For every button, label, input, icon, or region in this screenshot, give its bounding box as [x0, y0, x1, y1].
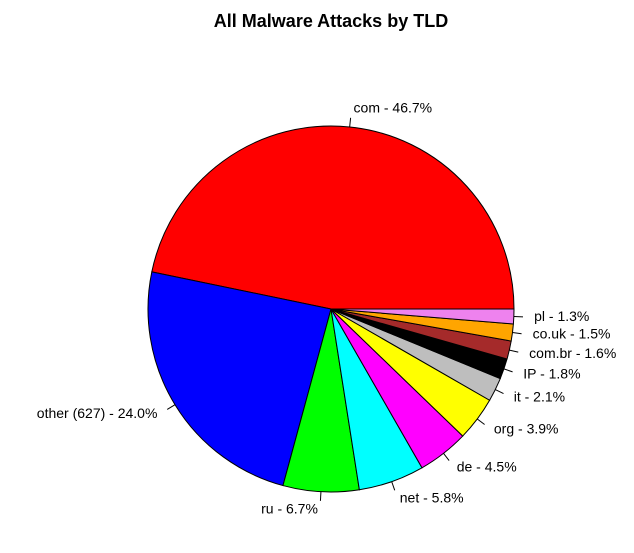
label-tick: [476, 418, 485, 425]
label-tick: [495, 389, 504, 395]
label-tick: [166, 404, 176, 410]
label-tick: [509, 349, 519, 353]
pie-slice: [147, 271, 332, 487]
label-tick: [512, 332, 522, 335]
slice-label: net - 5.8%: [400, 490, 464, 506]
label-tick: [503, 368, 513, 373]
label-tick: [349, 117, 352, 128]
slice-label: co.uk - 1.5%: [533, 326, 611, 342]
slice-label: com - 46.7%: [354, 99, 433, 115]
slice-label: IP - 1.8%: [523, 366, 580, 382]
label-tick: [391, 481, 396, 491]
label-tick: [319, 491, 322, 501]
slice-label: ru - 6.7%: [261, 501, 318, 517]
slice-label: pl - 1.3%: [534, 308, 589, 324]
chart-title: All Malware Attacks by TLD: [214, 11, 448, 31]
slice-label: other (627) - 24.0%: [37, 405, 158, 421]
slice-label: com.br - 1.6%: [529, 345, 616, 361]
slice-label: org - 3.9%: [494, 421, 559, 437]
slice-label: it - 2.1%: [514, 388, 565, 404]
label-tick: [443, 453, 450, 461]
pie-slice: [151, 125, 515, 310]
slice-label: de - 4.5%: [457, 458, 517, 474]
